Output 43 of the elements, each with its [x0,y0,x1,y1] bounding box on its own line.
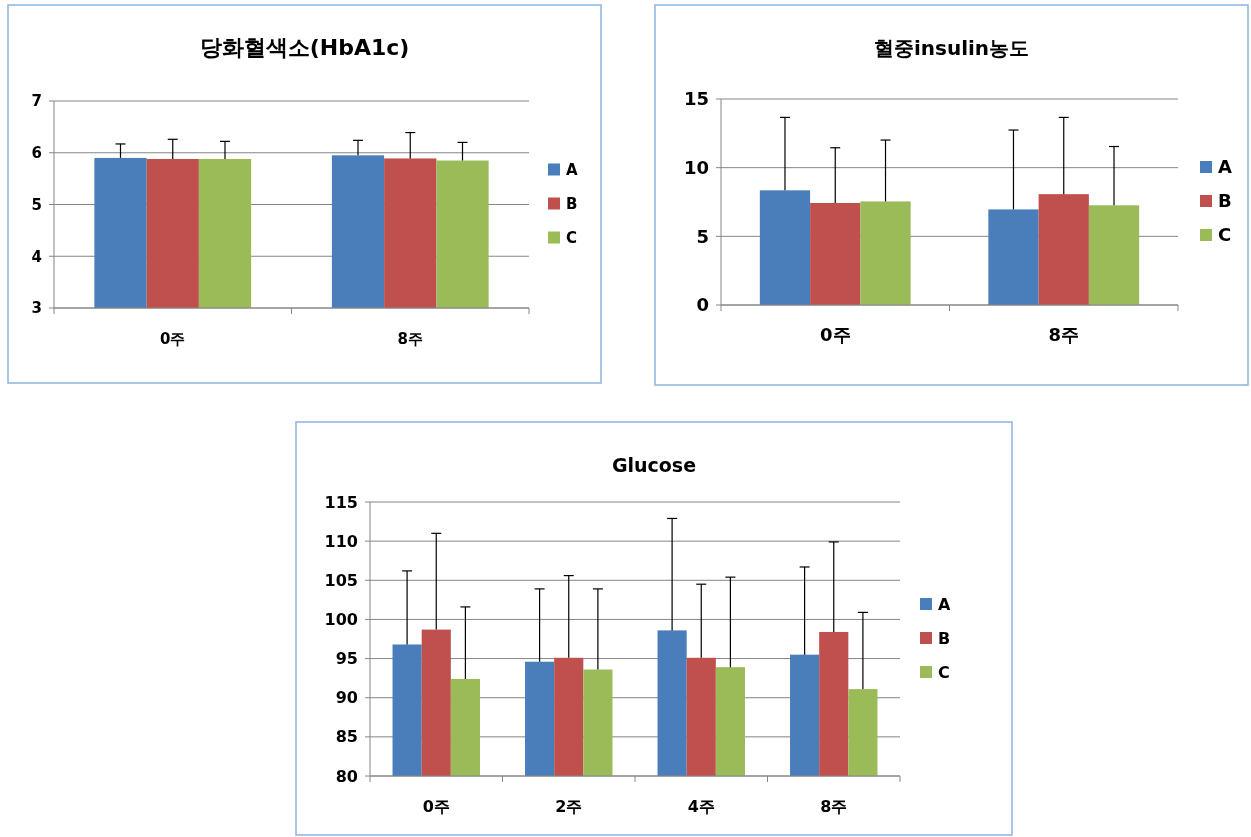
x-tick-label: 0주 [819,324,851,345]
bar [860,201,911,305]
x-tick-label: 8주 [820,797,848,816]
legend-label: C [938,662,950,682]
x-tick-label: 0주 [160,330,186,348]
bar [1038,194,1089,305]
y-tick-label: 85 [335,727,358,747]
chart-title: 당화혈색소(HbA1c) [199,35,410,60]
y-tick-label: 10 [683,156,709,178]
y-tick-label: 0 [696,294,709,316]
legend-label: B [566,194,578,213]
chart-title: 혈중insulin농도 [873,36,1030,60]
x-tick-label: 8주 [397,330,423,348]
bar [759,190,811,305]
chart-title: Glucose [611,454,697,476]
legend-label: B [938,628,951,648]
y-tick-label: 6 [31,144,42,162]
y-tick-label: 7 [31,92,42,111]
legend-label: C [566,228,578,247]
x-tick-label: 0주 [422,797,450,816]
legend-label: C [1218,224,1232,246]
y-tick-label: 95 [335,649,358,669]
y-tick-label: 5 [31,195,42,214]
legend-label: A [938,594,951,614]
legend-label: B [1218,190,1232,212]
legend-label: A [1218,156,1232,178]
y-tick-label: 115 [324,492,358,512]
y-tick-label: 4 [31,247,42,266]
bar [1088,205,1140,305]
legend-label: A [566,160,578,179]
y-tick-label: 5 [696,225,709,247]
y-tick-label: 3 [31,299,42,318]
y-tick-label: 105 [324,570,358,590]
y-tick-label: 90 [335,688,358,708]
bar [810,202,861,305]
x-tick-label: 4주 [687,797,715,816]
y-tick-label: 110 [324,531,358,551]
x-tick-label: 8주 [1048,324,1080,345]
y-tick-label: 15 [683,88,709,110]
y-tick-label: 80 [335,766,358,786]
y-tick-label: 100 [324,610,358,630]
x-tick-label: 2주 [555,797,583,816]
bar [988,209,1039,305]
